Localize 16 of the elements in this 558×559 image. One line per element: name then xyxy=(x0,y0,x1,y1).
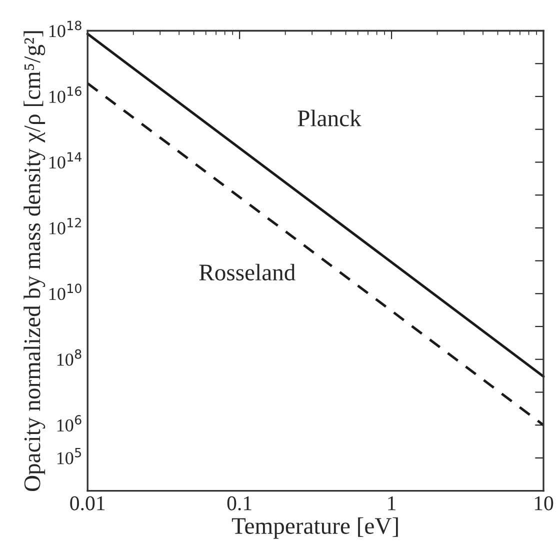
x-tick-label: 0.1 xyxy=(227,496,252,510)
y-tick-label: 10$^{18}$ xyxy=(49,20,82,38)
y-tick-label: 10$^{8}$ xyxy=(57,349,82,366)
annotation: Planck xyxy=(298,110,362,126)
y-tick-label: 10$^{12}$ xyxy=(49,218,81,234)
x-tick-label: 10 xyxy=(534,496,554,510)
x-axis-title: Temperature [eV] xyxy=(232,517,398,539)
x-tick-label: 0.01 xyxy=(70,496,105,510)
y-tick-label: 10$^{16}$ xyxy=(49,86,82,103)
annotation: Rosseland xyxy=(199,264,296,280)
y-axis-title: Opacity normalized by mass density χ/ρ [cm⁵/g²] xyxy=(24,31,46,492)
y-tick-label: 10$^{5}$ xyxy=(57,448,82,464)
y-tick-label: 10$^{14}$ xyxy=(49,152,82,169)
y-tick-label: 10$^{10}$ xyxy=(49,284,82,300)
x-tick-label: 1 xyxy=(388,496,396,510)
y-tick-label: 10$^{6}$ xyxy=(57,415,82,432)
